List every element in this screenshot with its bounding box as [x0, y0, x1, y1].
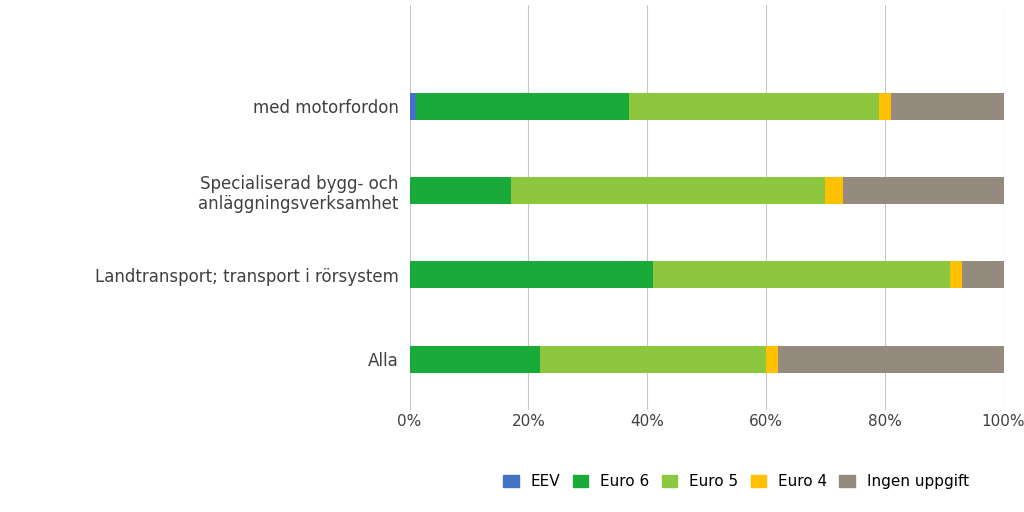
Bar — [410, 177, 511, 204]
Bar — [541, 346, 766, 373]
Bar — [879, 93, 891, 120]
Bar — [653, 261, 950, 288]
Bar — [416, 93, 630, 120]
Bar — [843, 177, 1004, 204]
Bar — [410, 346, 541, 373]
Bar — [766, 346, 778, 373]
Bar — [962, 261, 1004, 288]
Bar — [511, 177, 825, 204]
Bar — [778, 346, 1004, 373]
Bar — [825, 177, 843, 204]
Legend: EEV, Euro 6, Euro 5, Euro 4, Ingen uppgift: EEV, Euro 6, Euro 5, Euro 4, Ingen uppgi… — [499, 470, 974, 494]
Bar — [410, 93, 416, 120]
Bar — [630, 93, 879, 120]
Bar — [891, 93, 1004, 120]
Bar — [410, 261, 653, 288]
Bar — [950, 261, 962, 288]
